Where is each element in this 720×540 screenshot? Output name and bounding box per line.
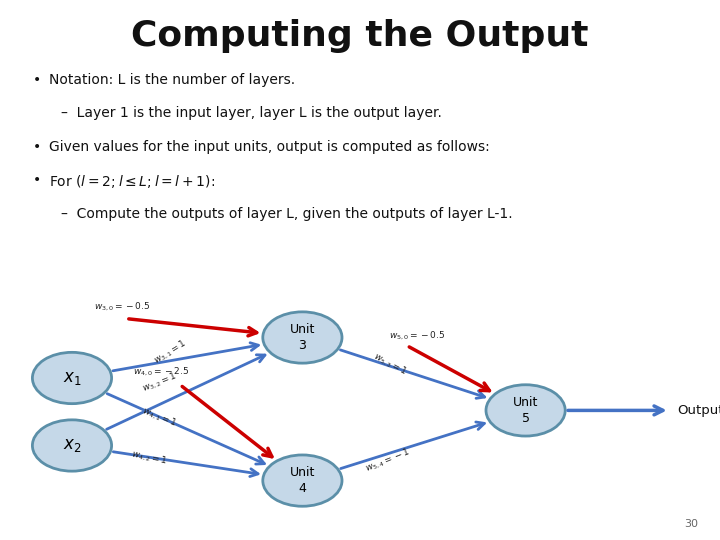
Text: –  Layer 1 is the input layer, layer L is the output layer.: – Layer 1 is the input layer, layer L is… [61,106,442,120]
Ellipse shape [263,312,342,363]
Text: $w_{4,2} = 1$: $w_{4,2} = 1$ [130,448,168,468]
Text: $x_2$: $x_2$ [63,436,81,455]
Ellipse shape [486,384,565,436]
Ellipse shape [32,420,112,471]
Text: •: • [32,73,40,87]
Text: Unit
4: Unit 4 [289,466,315,495]
Text: $w_{5,0} = -0.5$: $w_{5,0} = -0.5$ [389,329,446,342]
Ellipse shape [263,455,342,507]
Text: Notation: L is the number of layers.: Notation: L is the number of layers. [49,73,295,87]
Text: $w_{5,3} = 1$: $w_{5,3} = 1$ [371,350,409,379]
Text: Computing the Output: Computing the Output [131,19,589,53]
Ellipse shape [32,352,112,404]
Text: •: • [32,140,40,154]
Text: $w_{5,4} = -1$: $w_{5,4} = -1$ [364,446,413,475]
Text: $x_1$: $x_1$ [63,369,81,387]
Text: Given values for the input units, output is computed as follows:: Given values for the input units, output… [49,140,490,154]
Text: 30: 30 [685,519,698,529]
Text: $w_{4,1} = 1$: $w_{4,1} = 1$ [140,404,179,430]
Text: $w_{3,1} = 1$: $w_{3,1} = 1$ [151,338,189,367]
Text: For $(l = 2; l \leq L; l = l + 1)$:: For $(l = 2; l \leq L; l = l + 1)$: [49,173,215,190]
Text: $w_{3,2} = 1$: $w_{3,2} = 1$ [140,369,179,395]
Text: $w_{3,0} = -0.5$: $w_{3,0} = -0.5$ [94,301,150,313]
Text: Unit
5: Unit 5 [513,396,539,425]
Text: $w_{4,0} = -2.5$: $w_{4,0} = -2.5$ [133,366,190,378]
Text: Unit
3: Unit 3 [289,323,315,352]
Text: Output:: Output: [677,404,720,417]
Text: •: • [32,173,40,187]
Text: –  Compute the outputs of layer L, given the outputs of layer L-1.: – Compute the outputs of layer L, given … [61,207,513,221]
